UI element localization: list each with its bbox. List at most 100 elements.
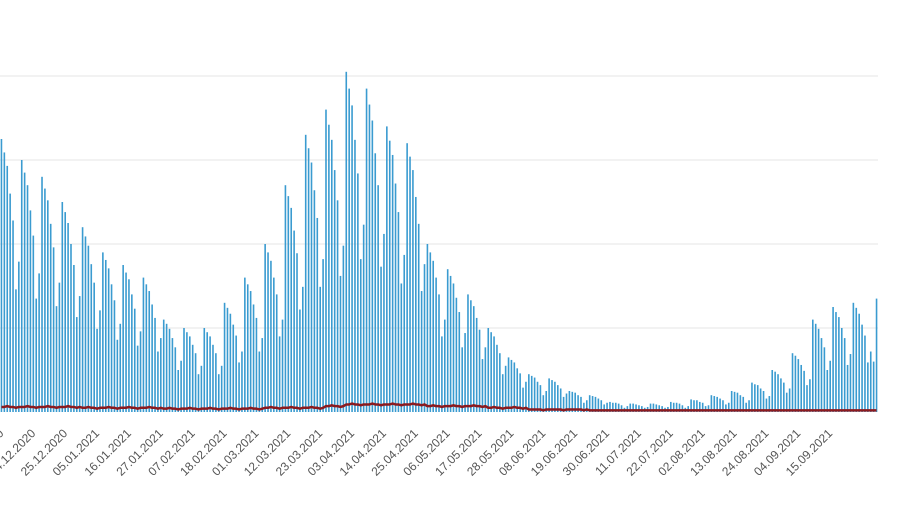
bar [635,404,637,412]
bar [501,374,504,412]
bar [313,190,316,412]
bar [591,396,594,412]
bar [102,252,104,412]
bar [849,354,852,412]
bar [449,275,452,412]
bar [235,335,237,412]
bar [809,379,811,412]
bar [690,399,692,412]
bar [780,378,782,412]
bar [797,359,800,412]
bar [864,335,866,412]
bar [203,328,206,412]
bar [513,362,516,412]
bar [429,252,432,412]
bar [206,332,208,412]
bar [727,402,730,412]
bar [362,224,365,412]
bar [148,291,151,412]
bar [530,375,533,412]
bar [533,377,536,412]
bar [96,328,98,412]
bar [342,245,345,412]
bar [310,162,313,412]
bar [835,312,837,412]
bar [783,382,785,412]
bar [603,404,605,412]
bar [493,336,495,412]
bar [812,319,814,412]
bar [281,319,284,412]
bar [710,395,713,412]
bar [774,371,776,412]
bar [264,244,266,412]
bar [484,347,487,412]
bar [875,298,878,412]
bar [371,120,374,413]
bar [458,312,461,412]
bar [559,388,562,412]
bar [52,247,55,412]
bar [652,403,655,412]
bar [215,353,217,412]
bar [736,392,739,412]
bar [162,319,165,412]
bar [423,264,426,412]
bar [293,230,295,412]
bar [333,170,336,412]
bar [585,400,588,412]
bar [180,360,182,412]
bar [3,152,6,412]
bar [446,269,449,412]
bar [612,402,614,412]
bar [330,139,333,412]
bar [348,88,350,412]
bar [672,402,675,412]
bar [600,400,603,412]
bar [380,266,382,412]
bar [84,236,87,412]
bar [165,323,168,412]
bar [583,402,585,412]
bar [510,359,513,412]
bar [351,105,353,413]
bar [528,374,530,412]
bar [759,388,762,412]
bar [577,395,579,412]
bar [739,395,742,412]
bar [296,253,298,412]
bar [232,324,235,412]
bar [339,275,342,412]
bar [420,291,423,412]
bar [322,259,324,412]
bar [220,365,223,412]
bar [832,307,834,412]
bar [441,336,443,412]
bar [270,260,272,412]
bar [157,351,159,412]
bar [675,402,678,412]
bar [626,406,629,412]
bar [255,317,258,412]
bar [275,294,278,412]
bar [58,282,61,412]
bar [41,176,43,412]
bar [119,323,122,412]
bar [191,344,194,412]
bar [151,304,153,412]
bar [826,370,829,412]
bar [629,403,632,412]
bar [698,401,701,412]
bar [154,317,156,412]
bar [522,387,524,412]
bar [70,244,72,412]
bar [136,345,139,412]
bar [394,183,397,412]
bar [762,391,765,412]
bar [15,289,17,412]
bar [87,245,90,412]
bar [160,338,162,412]
bar [61,202,64,412]
bar [478,329,481,412]
